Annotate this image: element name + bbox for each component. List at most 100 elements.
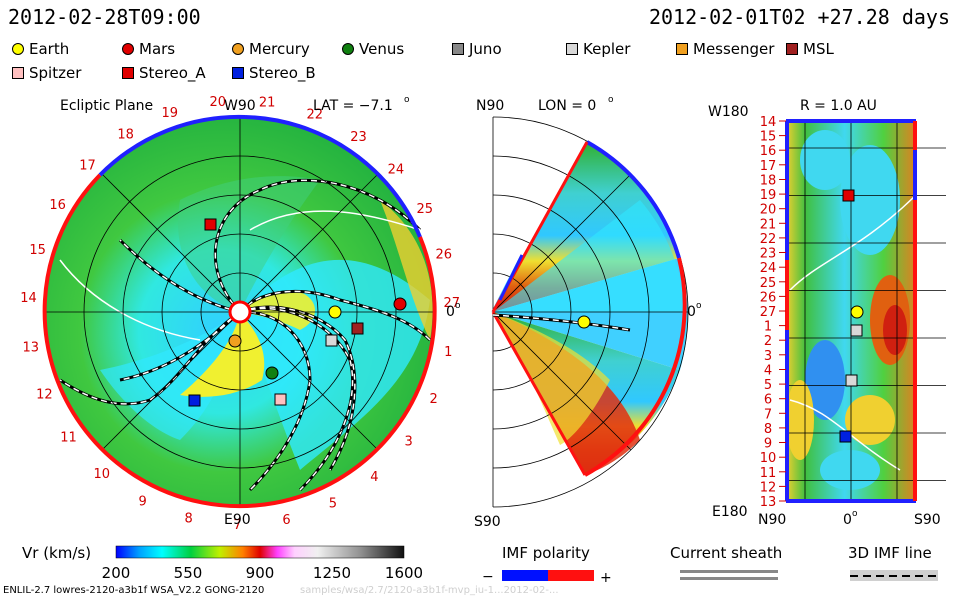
square-marker-icon (12, 67, 24, 79)
lonlat-row-label: 25 (760, 276, 777, 291)
carrington-number: 16 (49, 198, 66, 213)
lonlat-w180-label: W180 (708, 104, 749, 120)
imf-plus-label: + (600, 570, 612, 586)
carrington-number: 19 (162, 106, 179, 121)
lonlat-row-label: 24 (760, 261, 777, 276)
carrington-number: 2 (430, 392, 438, 407)
imf-line-legend: 3D IMF line (848, 544, 938, 581)
meridional-n90-label: N90 (476, 98, 504, 114)
lonlat-row-label: 2 (764, 334, 772, 349)
carrington-number: 26 (436, 248, 453, 263)
stereo-b-marker (188, 394, 201, 407)
carrington-number: 21 (259, 96, 276, 111)
colorbar-tick-label: 200 (102, 564, 131, 582)
lonlat-row-label: 4 (764, 364, 772, 379)
stereo-a-marker (204, 218, 217, 231)
ecliptic-w90-label: W90 (224, 98, 256, 114)
legend-label: Stereo_A (139, 64, 206, 82)
circle-marker-icon (12, 43, 24, 55)
legend-item-mars: Mars (122, 40, 175, 58)
carrington-number: 15 (29, 243, 46, 258)
imf-polarity-label: IMF polarity (502, 544, 590, 562)
lonlat-title: R = 1.0 AU (800, 98, 877, 114)
lonlat-row-label: 7 (764, 407, 772, 422)
carrington-number: 1 (444, 345, 452, 360)
carrington-number: 5 (329, 497, 337, 512)
circle-marker-icon (232, 43, 244, 55)
lonlat-zero-degree: o (852, 509, 858, 519)
lonlat-row-label: 23 (760, 247, 777, 262)
carrington-number: 24 (388, 162, 405, 177)
legend-item-earth: Earth (12, 40, 69, 58)
legend-label: Messenger (693, 40, 775, 58)
carrington-number: 13 (23, 340, 40, 355)
lonlat-row-label: 18 (760, 174, 777, 189)
square-marker-icon (676, 43, 688, 55)
lonlat-row-label: 16 (760, 144, 777, 159)
ecliptic-zero-degree: o (455, 301, 461, 311)
carrington-number: 4 (370, 470, 378, 485)
lonlat-row-label: 1 (764, 320, 772, 335)
square-marker-icon (452, 43, 464, 55)
carrington-number: 17 (79, 159, 96, 174)
kepler-marker (325, 334, 338, 347)
colorbar-tick-label: 1250 (313, 564, 351, 582)
lonlat-panel: 1415161718192021222324252627123456789101… (708, 98, 946, 528)
ecliptic-e90-label: E90 (224, 512, 251, 528)
legend-item-kepler: Kepler (566, 40, 630, 58)
colorbar-tick-label: 900 (246, 564, 275, 582)
legend-label: Juno (469, 40, 502, 58)
lon-degree: o (608, 95, 614, 105)
lonlat-row-label: 27 (760, 305, 777, 320)
legend-label: MSL (803, 40, 834, 58)
carrington-number: 10 (94, 467, 111, 482)
lonlat-row-label: 17 (760, 159, 777, 174)
lonlat-row-label: 11 (760, 466, 777, 481)
meridional-zero-degree: o (696, 301, 702, 311)
legend-item-juno: Juno (452, 40, 502, 58)
stereo-b-lonlat-marker (839, 430, 852, 443)
venus-marker (265, 366, 279, 380)
ecliptic-panel: 20 21222324252627123456789101112131415161… (20, 95, 461, 533)
square-marker-icon (232, 67, 244, 79)
run-time: 2012-02-01T02 +27.28 days (648, 5, 950, 29)
legend-item-messenger: Messenger (676, 40, 774, 58)
msl-marker (351, 322, 364, 335)
imf-minus-label: − (482, 569, 494, 585)
current-sheath-legend: Current sheath (670, 544, 782, 580)
legend-label: Mercury (249, 40, 310, 58)
model-time: 2012-02-28T09:00 (8, 5, 201, 29)
lonlat-row-label: 19 (760, 188, 777, 203)
sun-marker (228, 300, 252, 324)
carrington-number: 25 (417, 202, 434, 217)
kepler-lonlat-marker (850, 324, 863, 337)
legend-label: Venus (359, 40, 405, 58)
ecliptic-title: Ecliptic Plane (60, 98, 153, 114)
lonlat-row-label: 14 (760, 115, 777, 130)
legend-item-msl: MSL (786, 40, 834, 58)
legend-item-stereo-a: Stereo_A (122, 64, 206, 82)
circle-marker-icon (122, 43, 134, 55)
square-marker-icon (122, 67, 134, 79)
square-marker-icon (566, 43, 578, 55)
colorbar-tick-label: 550 (174, 564, 203, 582)
lat-degree: o (404, 95, 410, 105)
imf-line-label: 3D IMF line (848, 544, 932, 562)
lonlat-row-label: 10 (760, 451, 777, 466)
legend-item-stereo-b: Stereo_B (232, 64, 316, 82)
lonlat-row-label: 8 (764, 422, 772, 437)
lonlat-s90-label: S90 (914, 512, 941, 528)
footer-path: samples/wsa/2.7/2120-a3b1f-mvp_iu-1...20… (300, 585, 559, 596)
carrington-number: 11 (60, 431, 77, 446)
colorbar-label: Vr (km/s) (22, 544, 91, 562)
legend-label: Earth (29, 40, 70, 58)
legend-item-spitzer: Spitzer (12, 64, 81, 82)
carrington-number: 7 (233, 518, 241, 533)
meridional-zero-label: 0 (687, 304, 696, 320)
lonlat-row-label: 3 (764, 349, 772, 364)
lonlat-n90-label: N90 (758, 512, 786, 528)
legend-item-venus: Venus (342, 40, 404, 58)
mercury-marker (228, 334, 242, 348)
stereo-a-lonlat-marker (842, 189, 855, 202)
